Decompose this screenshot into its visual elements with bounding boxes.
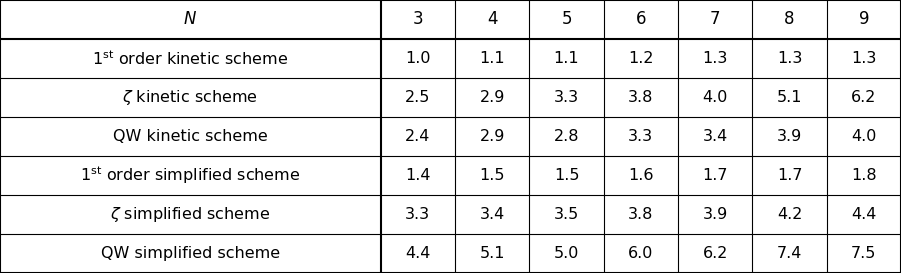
Text: QW simplified scheme: QW simplified scheme: [101, 246, 280, 261]
Text: 3.8: 3.8: [628, 90, 653, 105]
Text: $\zeta$ kinetic scheme: $\zeta$ kinetic scheme: [123, 88, 259, 107]
Text: $N$: $N$: [184, 10, 197, 28]
Text: 9: 9: [859, 10, 869, 28]
Text: 1.3: 1.3: [777, 51, 802, 66]
Text: QW kinetic scheme: QW kinetic scheme: [113, 129, 268, 144]
Text: 1$^{\mathrm{st}}$ order simplified scheme: 1$^{\mathrm{st}}$ order simplified schem…: [80, 165, 301, 186]
Text: 4.0: 4.0: [703, 90, 728, 105]
Text: 3: 3: [413, 10, 423, 28]
Text: 1.5: 1.5: [554, 168, 579, 183]
Text: 6.2: 6.2: [703, 246, 728, 261]
Text: 1.7: 1.7: [703, 168, 728, 183]
Text: 2.5: 2.5: [405, 90, 431, 105]
Text: 7.4: 7.4: [777, 246, 802, 261]
Text: 5.1: 5.1: [777, 90, 802, 105]
Text: 1.1: 1.1: [479, 51, 505, 66]
Text: 2.4: 2.4: [405, 129, 431, 144]
Text: 6.2: 6.2: [851, 90, 877, 105]
Text: 1.1: 1.1: [554, 51, 579, 66]
Text: 2.9: 2.9: [479, 90, 505, 105]
Text: 1.8: 1.8: [851, 168, 877, 183]
Text: 5: 5: [561, 10, 572, 28]
Text: 3.9: 3.9: [703, 207, 728, 222]
Text: 6: 6: [635, 10, 646, 28]
Text: 7: 7: [710, 10, 721, 28]
Text: $\zeta$ simplified scheme: $\zeta$ simplified scheme: [110, 205, 270, 224]
Text: 2.9: 2.9: [479, 129, 505, 144]
Text: 2.8: 2.8: [554, 129, 579, 144]
Text: 1.0: 1.0: [405, 51, 431, 66]
Text: 3.4: 3.4: [703, 129, 728, 144]
Text: 6.0: 6.0: [628, 246, 653, 261]
Text: 3.5: 3.5: [554, 207, 579, 222]
Text: 1$^{\mathrm{st}}$ order kinetic scheme: 1$^{\mathrm{st}}$ order kinetic scheme: [92, 49, 288, 68]
Text: 1.7: 1.7: [777, 168, 802, 183]
Text: 5.0: 5.0: [554, 246, 579, 261]
Text: 4.4: 4.4: [851, 207, 877, 222]
Text: 5.1: 5.1: [479, 246, 505, 261]
Text: 1.6: 1.6: [628, 168, 653, 183]
Text: 3.3: 3.3: [628, 129, 653, 144]
Text: 3.8: 3.8: [628, 207, 653, 222]
Text: 1.2: 1.2: [628, 51, 653, 66]
Text: 3.4: 3.4: [479, 207, 505, 222]
Text: 3.3: 3.3: [554, 90, 579, 105]
Text: 3.3: 3.3: [405, 207, 431, 222]
Text: 8: 8: [784, 10, 795, 28]
Text: 1.3: 1.3: [851, 51, 877, 66]
Text: 4.4: 4.4: [405, 246, 431, 261]
Text: 1.4: 1.4: [405, 168, 431, 183]
Text: 4: 4: [487, 10, 497, 28]
Text: 4.0: 4.0: [851, 129, 877, 144]
Text: 3.9: 3.9: [777, 129, 802, 144]
Text: 1.5: 1.5: [479, 168, 505, 183]
Text: 1.3: 1.3: [703, 51, 728, 66]
Text: 7.5: 7.5: [851, 246, 877, 261]
Text: 4.2: 4.2: [777, 207, 802, 222]
